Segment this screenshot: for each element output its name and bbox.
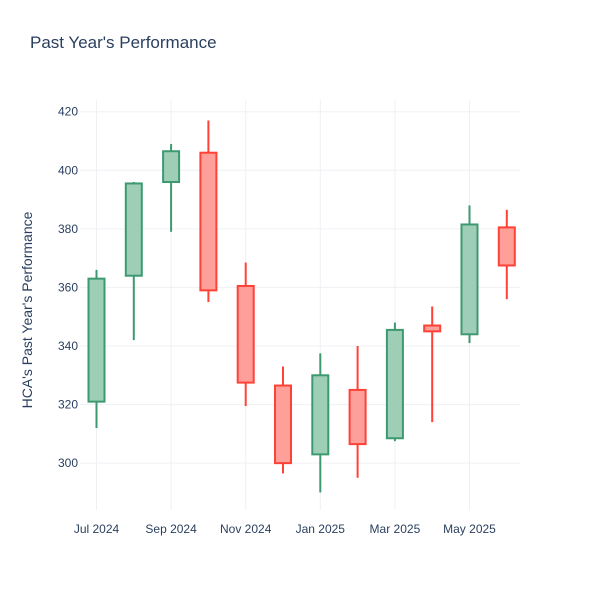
candle-body (385, 328, 404, 440)
candle-body (87, 277, 106, 403)
x-tick-label: Jan 2025 (296, 522, 346, 536)
candle-body (274, 384, 292, 465)
candles (87, 120, 516, 493)
x-tick-label: Mar 2025 (370, 522, 421, 536)
candle-body (460, 223, 479, 336)
candle-body (124, 182, 143, 277)
y-axis: 300 320 340 360 380 400 420 (58, 105, 78, 470)
candle-body (423, 324, 442, 333)
chart-title: Past Year's Performance (30, 33, 217, 52)
y-tick-label: 300 (58, 456, 78, 470)
candle-decreasing (274, 366, 292, 474)
candle-decreasing (497, 209, 516, 300)
candle-body (199, 151, 218, 292)
x-tick-label: May 2025 (443, 522, 496, 536)
x-tick-label: Jul 2024 (74, 522, 120, 536)
candle-body (236, 284, 255, 384)
y-tick-label: 420 (58, 105, 78, 119)
candle-increasing (385, 322, 404, 442)
y-tick-label: 340 (58, 339, 78, 353)
grid (80, 100, 520, 510)
candle-decreasing (423, 306, 442, 423)
candle-increasing (162, 143, 181, 232)
candle-increasing (124, 182, 143, 341)
x-axis: Jul 2024 Sep 2024 Nov 2024 Jan 2025 Mar 2025… (74, 522, 496, 536)
y-axis-title: HCA's Past Year's Performance (19, 211, 35, 408)
y-tick-label: 360 (58, 280, 78, 294)
y-tick-label: 320 (58, 398, 78, 412)
candle-increasing (87, 269, 106, 428)
candle-increasing (311, 353, 330, 493)
y-tick-label: 380 (58, 222, 78, 236)
candle-decreasing (236, 262, 255, 407)
candle-body (348, 388, 367, 446)
candle-body (311, 374, 330, 456)
y-tick-label: 400 (58, 163, 78, 177)
candle-decreasing (199, 120, 218, 303)
candle-increasing (460, 205, 479, 344)
candle-decreasing (348, 346, 367, 478)
x-tick-label: Sep 2024 (145, 522, 197, 536)
candle-body (162, 150, 181, 183)
candle-body (497, 226, 516, 267)
x-tick-label: Nov 2024 (220, 522, 272, 536)
